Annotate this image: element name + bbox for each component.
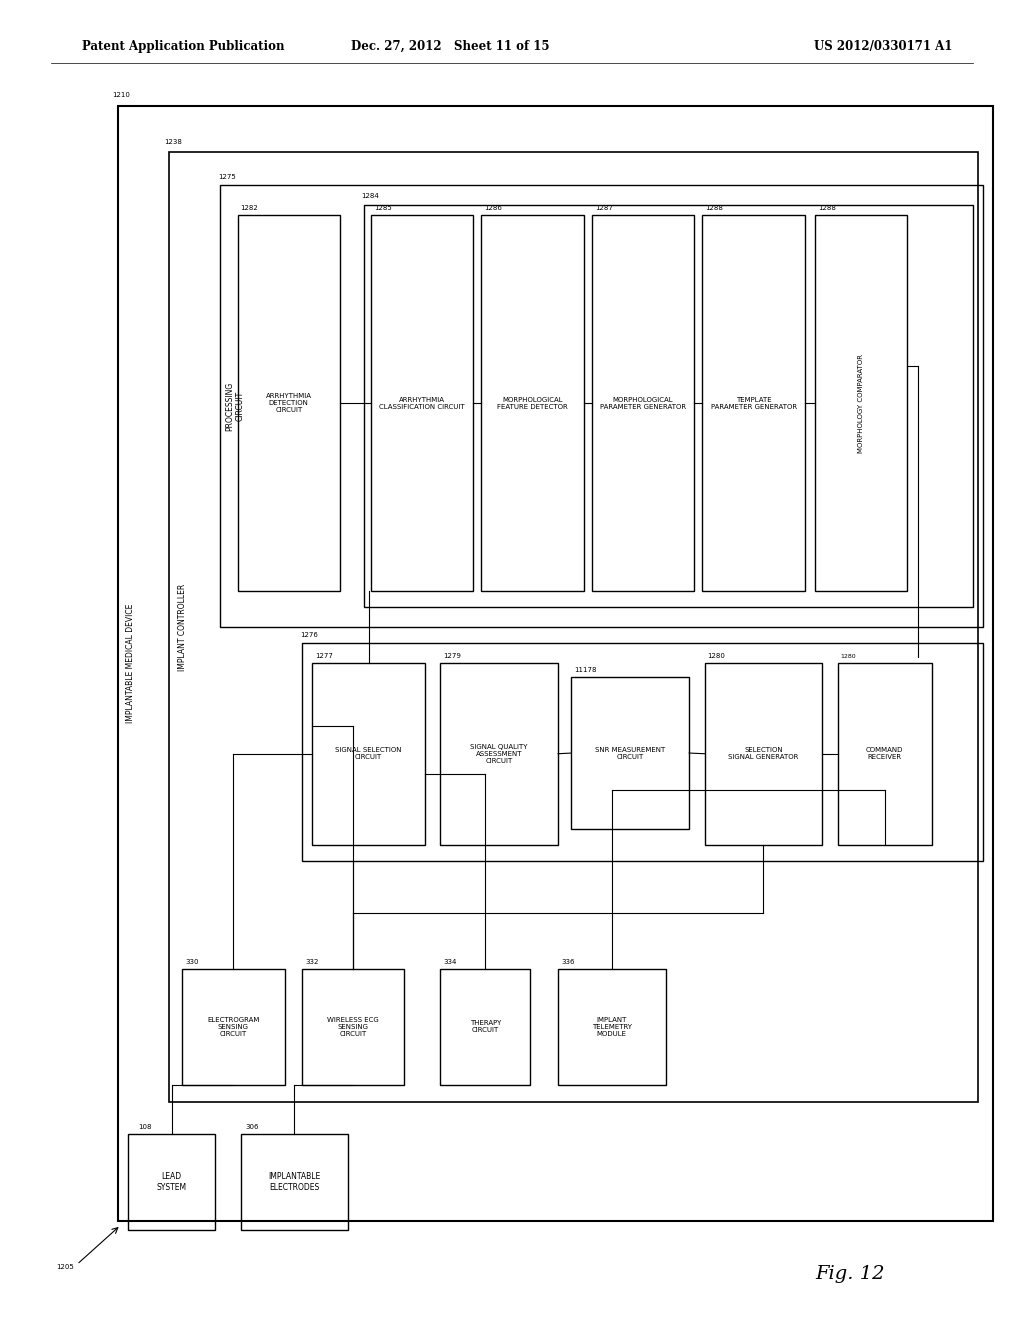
Text: 1284: 1284 bbox=[361, 193, 379, 199]
Text: MORPHOLOGY COMPARATOR: MORPHOLOGY COMPARATOR bbox=[858, 354, 864, 453]
Text: SNR MEASUREMENT
CIRCUIT: SNR MEASUREMENT CIRCUIT bbox=[595, 747, 666, 759]
Text: 108: 108 bbox=[138, 1123, 152, 1130]
Text: 1275: 1275 bbox=[218, 173, 236, 180]
Text: THERAPY
CIRCUIT: THERAPY CIRCUIT bbox=[470, 1020, 501, 1034]
Text: 1238: 1238 bbox=[164, 139, 181, 145]
Text: COMMAND
RECEIVER: COMMAND RECEIVER bbox=[866, 747, 903, 760]
Text: 1280: 1280 bbox=[841, 653, 856, 659]
Text: 1286: 1286 bbox=[484, 205, 502, 211]
Text: 330: 330 bbox=[185, 958, 199, 965]
Text: 1210: 1210 bbox=[113, 91, 130, 98]
Text: 1280: 1280 bbox=[708, 652, 725, 659]
Text: 11178: 11178 bbox=[574, 667, 597, 673]
Text: 1287: 1287 bbox=[595, 205, 612, 211]
Text: TEMPLATE
PARAMETER GENERATOR: TEMPLATE PARAMETER GENERATOR bbox=[711, 397, 797, 409]
Text: MORPHOLOGICAL
FEATURE DETECTOR: MORPHOLOGICAL FEATURE DETECTOR bbox=[497, 397, 568, 409]
Text: 1282: 1282 bbox=[241, 205, 258, 211]
Text: 1288: 1288 bbox=[706, 205, 723, 211]
Text: ELECTROGRAM
SENSING
CIRCUIT: ELECTROGRAM SENSING CIRCUIT bbox=[207, 1016, 260, 1038]
Text: SIGNAL SELECTION
CIRCUIT: SIGNAL SELECTION CIRCUIT bbox=[336, 747, 401, 760]
Text: 1288: 1288 bbox=[818, 205, 836, 211]
Text: 1285: 1285 bbox=[374, 205, 391, 211]
Text: Fig. 12: Fig. 12 bbox=[815, 1265, 885, 1283]
Text: ARRHYTHMIA
DETECTION
CIRCUIT: ARRHYTHMIA DETECTION CIRCUIT bbox=[266, 393, 311, 413]
Text: Patent Application Publication: Patent Application Publication bbox=[82, 40, 285, 53]
Text: 1276: 1276 bbox=[300, 631, 317, 638]
Text: SELECTION
SIGNAL GENERATOR: SELECTION SIGNAL GENERATOR bbox=[728, 747, 799, 760]
Text: WIRELESS ECG
SENSING
CIRCUIT: WIRELESS ECG SENSING CIRCUIT bbox=[328, 1016, 379, 1038]
Text: 306: 306 bbox=[246, 1123, 259, 1130]
Text: 332: 332 bbox=[305, 958, 318, 965]
Text: MORPHOLOGICAL
PARAMETER GENERATOR: MORPHOLOGICAL PARAMETER GENERATOR bbox=[600, 397, 686, 409]
Text: US 2012/0330171 A1: US 2012/0330171 A1 bbox=[814, 40, 952, 53]
Text: IMPLANT
TELEMETRY
MODULE: IMPLANT TELEMETRY MODULE bbox=[592, 1016, 632, 1038]
Text: PROCESSING
CIRCUIT: PROCESSING CIRCUIT bbox=[225, 381, 244, 430]
Text: IMPLANTABLE MEDICAL DEVICE: IMPLANTABLE MEDICAL DEVICE bbox=[126, 603, 134, 723]
Text: Dec. 27, 2012   Sheet 11 of 15: Dec. 27, 2012 Sheet 11 of 15 bbox=[351, 40, 550, 53]
Text: IMPLANTABLE
ELECTRODES: IMPLANTABLE ELECTRODES bbox=[268, 1172, 321, 1192]
Text: 1279: 1279 bbox=[443, 652, 461, 659]
Text: LEAD
SYSTEM: LEAD SYSTEM bbox=[157, 1172, 186, 1192]
Text: 1205: 1205 bbox=[56, 1265, 74, 1270]
Text: 334: 334 bbox=[443, 958, 457, 965]
Text: IMPLANT CONTROLLER: IMPLANT CONTROLLER bbox=[178, 583, 186, 671]
Text: ARRHYTHMIA
CLASSIFICATION CIRCUIT: ARRHYTHMIA CLASSIFICATION CIRCUIT bbox=[379, 397, 465, 409]
Text: 336: 336 bbox=[561, 958, 574, 965]
Text: 1277: 1277 bbox=[315, 652, 333, 659]
Text: SIGNAL QUALITY
ASSESSMENT
CIRCUIT: SIGNAL QUALITY ASSESSMENT CIRCUIT bbox=[470, 743, 528, 764]
